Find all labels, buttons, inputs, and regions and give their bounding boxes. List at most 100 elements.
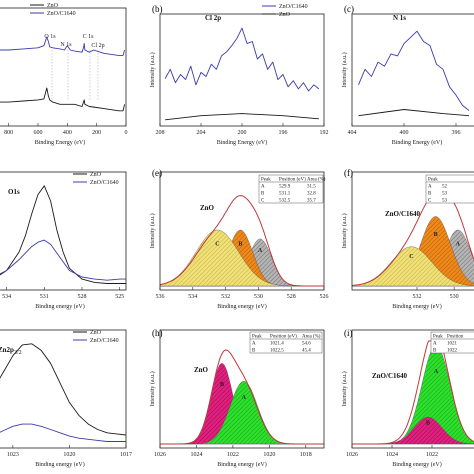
x-tick-label-e: 526 — [320, 294, 329, 300]
plot-frame-g — [0, 329, 127, 449]
peak-label-i-A: A — [434, 369, 439, 375]
peak-table-cell-f: 53 — [442, 191, 448, 196]
peak-table-i — [430, 331, 474, 354]
legend-entry-d: ZnO — [90, 172, 102, 178]
panel-b: 208 204 200 196 192 Binding Energy (eV) Intens… — [149, 4, 329, 146]
x-tick-label-b: 208 — [156, 130, 165, 136]
x-axis-title-d: Binding energy (eV) — [35, 303, 85, 310]
x-tick-label-a: 800 — [4, 130, 13, 136]
x-tick-label-e: 532 — [221, 294, 230, 300]
fit-envelope-f — [352, 190, 474, 286]
peak-table-header-h: Position (eV) — [270, 334, 297, 339]
peak-table-f — [425, 174, 474, 204]
peak-label-e-A: A — [258, 248, 263, 254]
x-tick-label-c: 404 — [348, 130, 357, 136]
peak-table-cell-h: 1022.5 — [270, 348, 284, 353]
x-tick-label-h: 1026 — [154, 452, 166, 458]
series-line-a-ZnO-C1640 — [0, 36, 125, 56]
plot-area-a — [0, 36, 125, 112]
peak-table-cell-f: A — [428, 184, 432, 189]
peak-table-cell-f: 52 — [442, 184, 448, 189]
series-line-d-ZnO — [0, 185, 126, 284]
legend-entry-d: ZnO/C1640 — [90, 180, 119, 186]
peak-table-h — [249, 331, 323, 354]
peak-area-h-A — [160, 381, 324, 445]
x-axis-title-b: Binding Energy (eV) — [217, 139, 268, 146]
x-tick-label-d: 528 — [78, 294, 87, 300]
peak-annotation-a: C 1s — [83, 34, 95, 40]
panel-label-b: (b) — [152, 4, 163, 14]
x-tick-label-i: 1024 — [386, 452, 398, 458]
peak-table-header-e: Position (eV) — [279, 177, 306, 182]
peak-label-e-C: C — [215, 242, 219, 248]
peak-table-header-i: Peak — [433, 334, 443, 339]
panel-title-c: N 1s — [393, 14, 406, 22]
plot-frame-i — [351, 329, 474, 449]
peak-table-cell-f: C — [428, 198, 432, 203]
peak-table-cell-e: A — [261, 184, 265, 189]
x-tick-label-b: 192 — [320, 130, 329, 136]
x-tick-label-a: 200 — [92, 130, 101, 136]
panel-a: 800 600 400 200 0 Binding Energy (eV) ZnO ZnO/C… — [0, 3, 128, 146]
x-tick-label-b: 200 — [238, 130, 247, 136]
peak-label-f-B: B — [434, 232, 438, 238]
y-axis-title-b: Intensity (a.u.) — [149, 52, 156, 87]
x-axis-title-h: Binding energy (eV) — [217, 461, 267, 468]
peak-table-header-f: Peak — [428, 177, 438, 182]
x-axis-title-c: Binding Energy (eV) — [392, 139, 443, 146]
legend-entry-a: ZnO — [47, 3, 59, 9]
peak-label-f-A: A — [456, 242, 461, 248]
series-line-b-ZnO — [165, 113, 319, 121]
x-tick-label-e: 530 — [254, 294, 263, 300]
x-tick-label-g: 1017 — [120, 452, 132, 458]
x-tick-label-d: 534 — [2, 294, 11, 300]
y-axis-title-i: Intensity (a.u.) — [341, 371, 348, 406]
panel-d: 534 531 528 525 Binding energy (eV) O1s ZnO ZnO… — [0, 171, 127, 310]
x-tick-label-c: 400 — [400, 130, 409, 136]
peak-table-cell-e: 31.5 — [307, 184, 316, 189]
peak-table-e — [258, 174, 324, 204]
x-tick-label-d: 525 — [115, 294, 124, 300]
x-tick-label-b: 196 — [279, 130, 288, 136]
peak-annotation-a: O 1s — [44, 34, 56, 40]
peak-area-f-C — [352, 246, 474, 287]
legend-entry-a: ZnO/C1640 — [47, 11, 76, 17]
panel-label-h: (h) — [152, 328, 163, 338]
peak-table-cell-e: 532.5 — [279, 198, 291, 203]
x-tick-label-a: 400 — [63, 130, 72, 136]
x-tick-label-a: 0 — [125, 130, 128, 136]
peak-label-h-B: B — [220, 382, 224, 388]
plot-area-c — [358, 30, 470, 117]
x-tick-label-h: 1024 — [190, 452, 202, 458]
y-axis-title-h: Intensity (a.u.) — [149, 371, 156, 406]
panel-c: 404 400 396 Binding Energy (eV) Intensity (a… — [341, 4, 474, 146]
x-tick-label-e: 534 — [188, 294, 197, 300]
peak-table-cell-i: A — [433, 341, 437, 346]
y-axis-title-e: Intensity (a.u.) — [149, 213, 156, 248]
plot-area-f: A B C — [352, 190, 474, 287]
panel-title-b: Cl 2p — [205, 14, 221, 22]
panel-title-f: ZnO/C1640 — [385, 210, 421, 218]
y-axis-title-c: Intensity (a.u.) — [341, 52, 348, 87]
plot-frame-c — [351, 13, 474, 127]
peak-table-header-e: Peak — [261, 177, 271, 182]
series-line-b-ZnO-C1640 — [164, 27, 320, 92]
peak-table-cell-h: 1021.4 — [270, 341, 284, 346]
x-tick-label-b: 204 — [197, 130, 206, 136]
x-tick-label-g: 1020 — [63, 452, 75, 458]
peak-table-cell-e: 531.1 — [279, 191, 291, 196]
x-tick-label-c: 396 — [452, 130, 461, 136]
panel-g: 1023 1020 1017 Binding energy (eV) Zn2p 3/2 Zn… — [0, 329, 132, 468]
x-tick-label-i: 1022 — [426, 452, 438, 458]
x-tick-label-i: 1026 — [346, 452, 358, 458]
x-tick-label-f: 532 — [413, 294, 422, 300]
peak-table-cell-h: 45.4 — [302, 348, 311, 353]
legend-entry-b: ZnO — [279, 12, 291, 18]
series-line-c-ZnO — [358, 109, 470, 117]
legend-entry-g: ZnO — [90, 330, 102, 336]
panel-label-c: (c) — [344, 4, 354, 14]
